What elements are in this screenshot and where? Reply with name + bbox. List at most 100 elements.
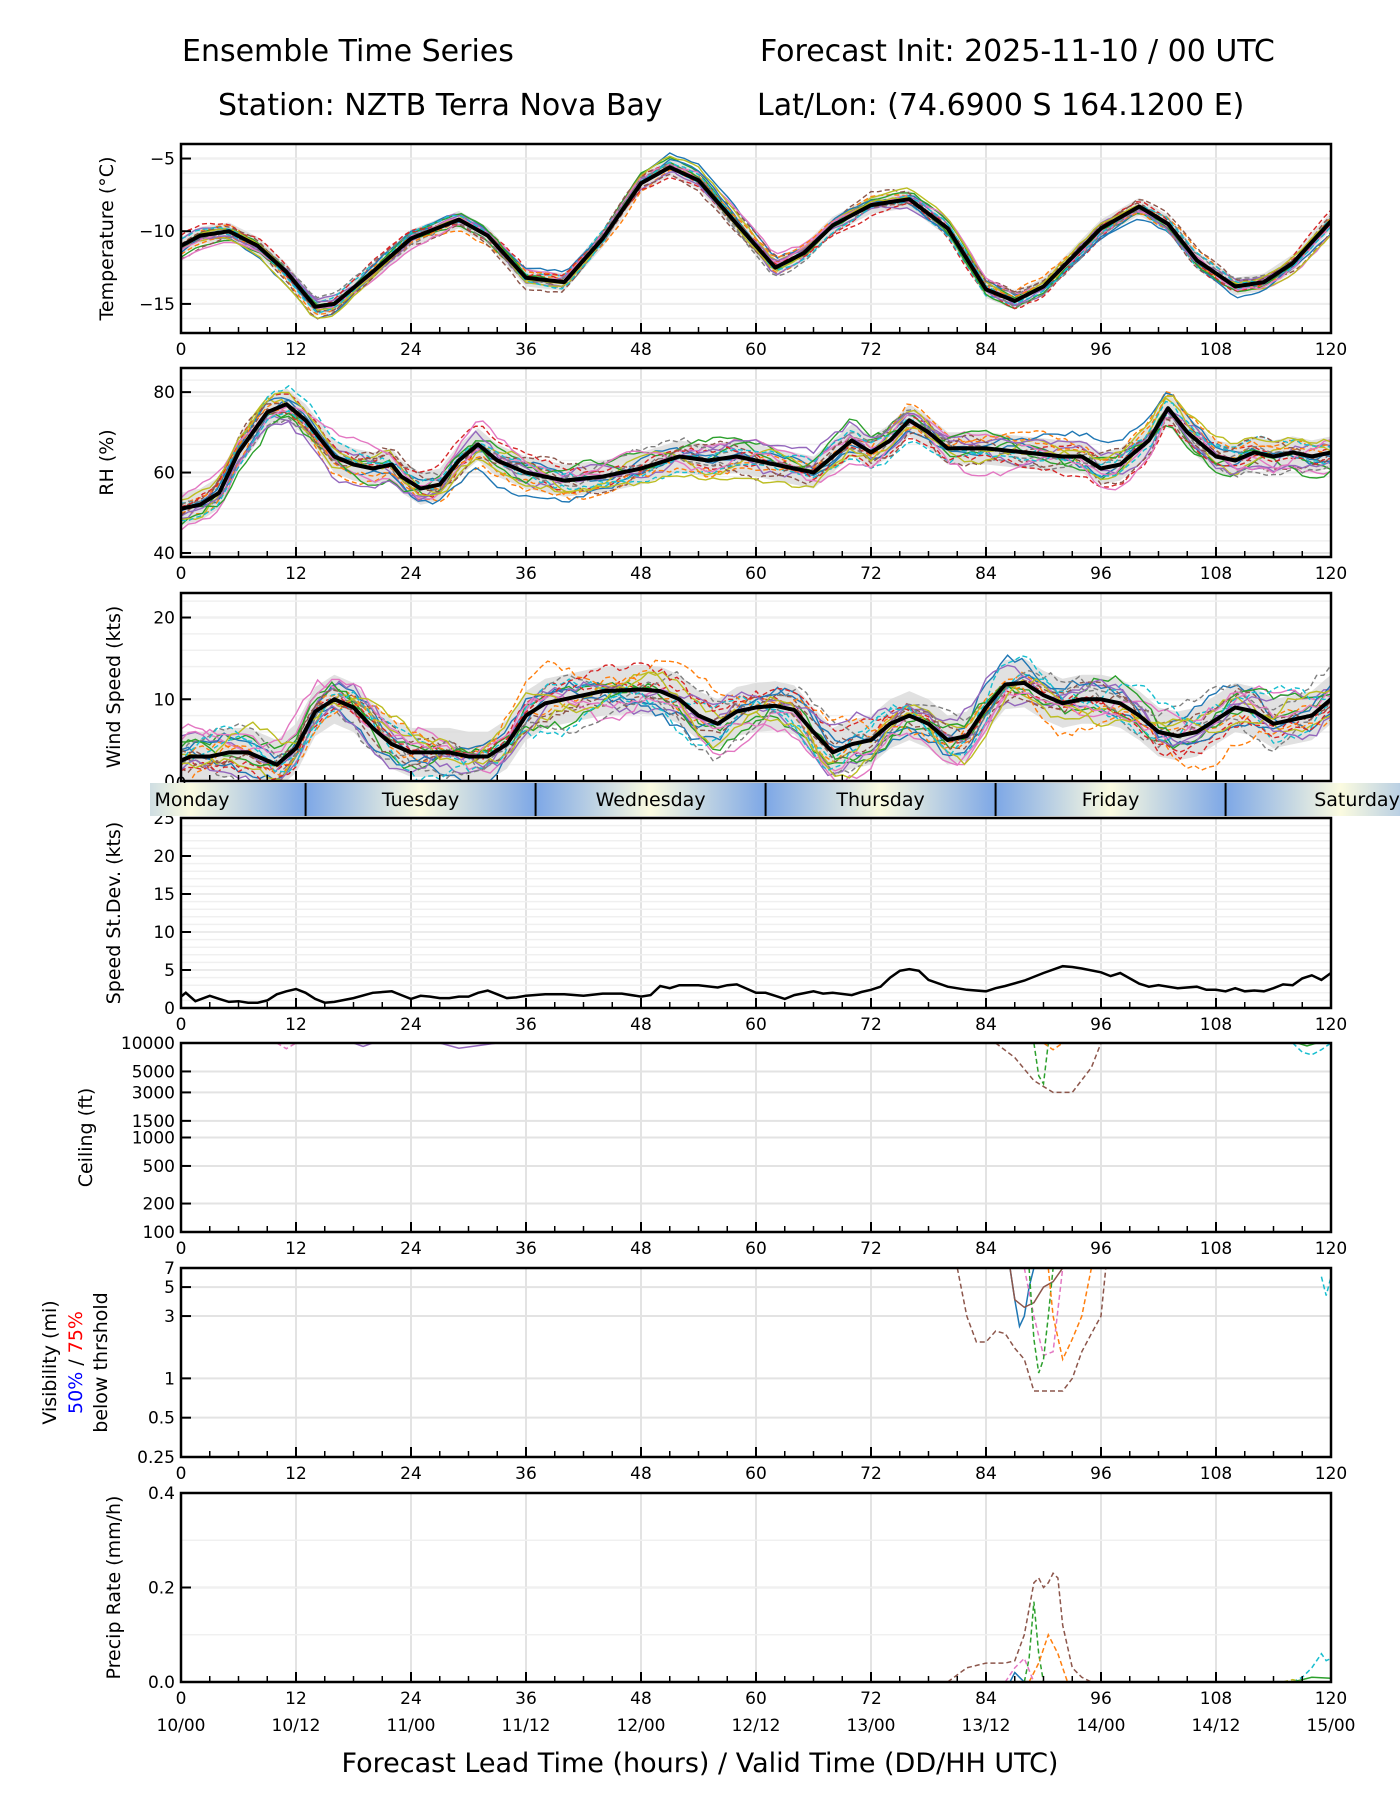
forecast-init: Forecast Init: 2025-11-10 / 00 UTC bbox=[760, 34, 1275, 69]
x-tick-label: 108 bbox=[1200, 564, 1232, 584]
x-tick-label: 120 bbox=[1315, 1464, 1347, 1484]
x-tick-label: 36 bbox=[515, 1239, 537, 1259]
plot-area-visibility bbox=[956, 1268, 1331, 1392]
member-line bbox=[1043, 1043, 1064, 1051]
member-line bbox=[181, 400, 1331, 522]
y-tick-label: −10 bbox=[139, 222, 175, 242]
member-line bbox=[181, 674, 1331, 771]
y-tick-label: −15 bbox=[139, 295, 175, 315]
x-tick-label: 60 bbox=[745, 1015, 767, 1035]
x-tick-label: 84 bbox=[975, 1464, 997, 1484]
y-tick-label: 500 bbox=[143, 1157, 175, 1177]
x-tick-label: 120 bbox=[1315, 1239, 1347, 1259]
x-tick-label: 48 bbox=[630, 1239, 652, 1259]
day-label: Wednesday bbox=[596, 789, 706, 811]
day-label: Friday bbox=[1082, 789, 1140, 811]
member-line bbox=[1023, 1601, 1045, 1682]
x-tick-label: 84 bbox=[975, 1239, 997, 1259]
day-segment bbox=[995, 783, 1226, 816]
x-tick-label: 120 bbox=[1315, 1015, 1347, 1035]
day-band: Monday Tuesday Wednesday Thursday Friday Satu… bbox=[150, 783, 1400, 816]
x-tick-label: 84 bbox=[975, 340, 997, 360]
ensemble-mean-line bbox=[181, 165, 1331, 309]
y-tick-label: 5000 bbox=[132, 1062, 175, 1082]
member-line bbox=[181, 673, 1331, 773]
member-line bbox=[1320, 1276, 1331, 1296]
day-segment bbox=[305, 783, 536, 816]
plot-area-wind_speed bbox=[181, 654, 1331, 781]
x-tick-label: 72 bbox=[860, 564, 882, 584]
threshold-separator: / bbox=[65, 1353, 87, 1371]
x-tick-label: 0 bbox=[176, 340, 187, 360]
y-axis-label: RH (%) bbox=[96, 429, 118, 495]
y-tick-label: 5 bbox=[164, 1278, 175, 1298]
x-tick-label: 0 bbox=[176, 1464, 187, 1484]
ensemble-mean-line bbox=[181, 680, 1331, 767]
valid-time-label: 12/00 bbox=[617, 1716, 666, 1736]
y-tick-label: 0.25 bbox=[137, 1448, 175, 1468]
x-tick-label: 84 bbox=[975, 1689, 997, 1709]
y-tick-label: −5 bbox=[150, 150, 175, 170]
x-axis-label: Forecast Lead Time (hours) / Valid Time … bbox=[341, 1748, 1059, 1779]
y-axis-label: Ceiling (ft) bbox=[75, 1088, 97, 1188]
y-tick-label: 7 bbox=[164, 1259, 175, 1279]
x-tick-label: 24 bbox=[400, 1015, 422, 1035]
panel-temperature: −15 −10 −5 0 12 24 36 48 60 72 84 96 108 120 Temperatu… bbox=[96, 142, 1347, 360]
x-tick-label: 24 bbox=[400, 1464, 422, 1484]
x-tick-label: 108 bbox=[1200, 340, 1232, 360]
x-tick-label: 60 bbox=[745, 1464, 767, 1484]
member-line bbox=[181, 173, 1331, 313]
y-tick-label: 0.5 bbox=[148, 1409, 175, 1429]
x-tick-label: 96 bbox=[1090, 1689, 1112, 1709]
valid-time-label: 12/12 bbox=[732, 1716, 781, 1736]
member-line bbox=[181, 402, 1331, 516]
chart-title: Ensemble Time Series bbox=[182, 34, 514, 69]
y-tick-label: 3 bbox=[164, 1307, 175, 1327]
y-tick-label: 20 bbox=[153, 847, 175, 867]
member-line bbox=[181, 162, 1331, 308]
x-tick-label: 12 bbox=[285, 1015, 307, 1035]
day-label: Tuesday bbox=[381, 789, 459, 811]
x-tick-label: 36 bbox=[515, 340, 537, 360]
x-tick-label: 72 bbox=[860, 1239, 882, 1259]
x-tick-label: 72 bbox=[860, 1689, 882, 1709]
x-tick-label: 96 bbox=[1090, 564, 1112, 584]
y-tick-label: 10 bbox=[153, 923, 175, 943]
x-tick-label: 108 bbox=[1200, 1015, 1232, 1035]
x-tick-label: 12 bbox=[285, 1239, 307, 1259]
x-tick-label: 12 bbox=[285, 564, 307, 584]
x-tick-label: 84 bbox=[975, 564, 997, 584]
x-tick-label: 24 bbox=[400, 564, 422, 584]
y-tick-label: 200 bbox=[143, 1195, 175, 1215]
member-line bbox=[956, 1268, 1107, 1392]
x-tick-label: 108 bbox=[1200, 1239, 1232, 1259]
x-tick-label: 96 bbox=[1090, 340, 1112, 360]
y-tick-label: 3000 bbox=[132, 1083, 175, 1103]
x-tick-label: 36 bbox=[515, 564, 537, 584]
x-tick-label: 60 bbox=[745, 1689, 767, 1709]
day-label: Monday bbox=[154, 789, 229, 811]
x-tick-label: 96 bbox=[1090, 1464, 1112, 1484]
x-tick-label: 84 bbox=[975, 1015, 997, 1035]
member-line bbox=[947, 1572, 1092, 1682]
plot-area-speed_stdev bbox=[181, 964, 1331, 1004]
valid-time-label: 11/12 bbox=[502, 1716, 551, 1736]
x-tick-label: 72 bbox=[860, 1015, 882, 1035]
x-tick-label: 48 bbox=[630, 1015, 652, 1035]
x-tick-label: 36 bbox=[515, 1464, 537, 1484]
x-tick-label: 36 bbox=[515, 1689, 537, 1709]
y-tick-label: 1000 bbox=[132, 1129, 175, 1149]
plot-area-temperature bbox=[181, 152, 1331, 320]
valid-time-label: 10/12 bbox=[272, 1716, 321, 1736]
x-tick-label: 24 bbox=[400, 340, 422, 360]
x-tick-label: 60 bbox=[745, 340, 767, 360]
x-tick-label: 12 bbox=[285, 1689, 307, 1709]
member-line bbox=[1009, 1671, 1025, 1682]
y-axis-label: Temperature (°C) bbox=[96, 157, 118, 322]
member-line bbox=[1028, 1268, 1054, 1374]
member-line bbox=[181, 394, 1331, 506]
member-line bbox=[439, 1043, 498, 1049]
y-tick-label: 80 bbox=[153, 383, 175, 403]
panel-wind_speed: 010200Wind Speed (kts) bbox=[103, 591, 1333, 794]
